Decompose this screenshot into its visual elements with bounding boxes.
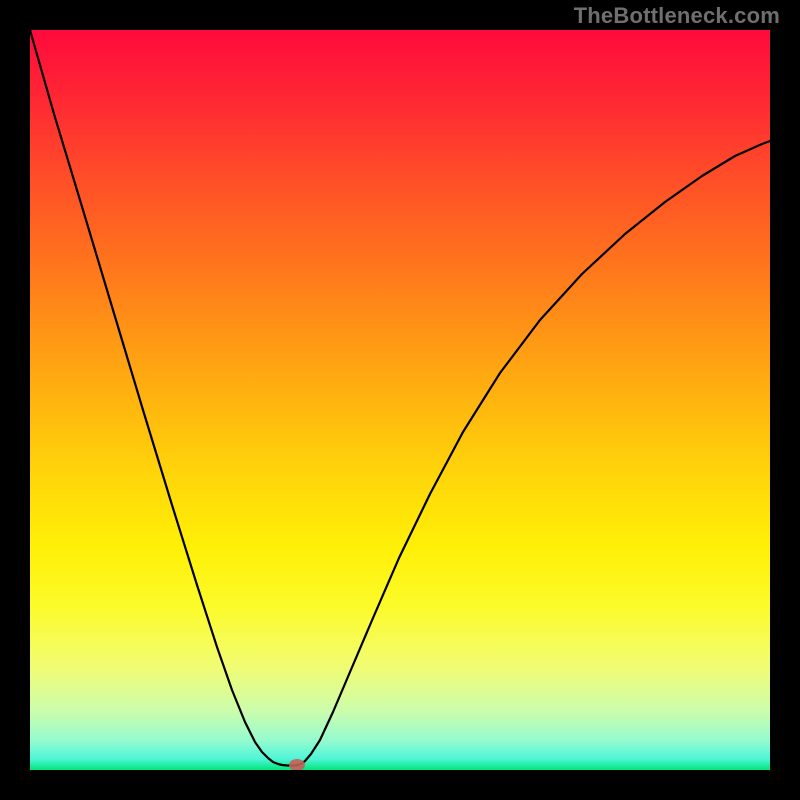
watermark-text: TheBottleneck.com bbox=[574, 3, 780, 29]
optimal-point-marker bbox=[289, 759, 305, 770]
curve-layer bbox=[30, 30, 770, 770]
plot-area bbox=[30, 30, 770, 770]
bottleneck-curve bbox=[30, 30, 770, 766]
chart-frame: TheBottleneck.com bbox=[0, 0, 800, 800]
